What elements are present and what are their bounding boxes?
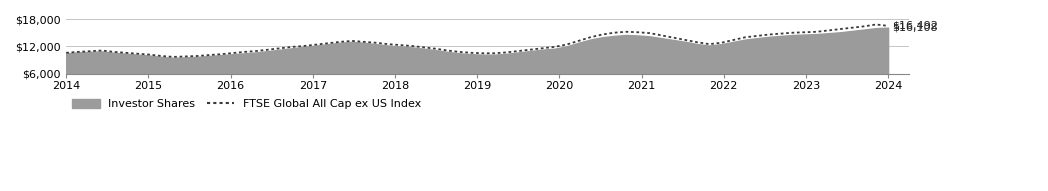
Legend: Investor Shares, FTSE Global All Cap ex US Index: Investor Shares, FTSE Global All Cap ex … — [71, 99, 421, 109]
Text: $16,108: $16,108 — [892, 23, 938, 33]
Text: $16,492: $16,492 — [892, 21, 938, 31]
